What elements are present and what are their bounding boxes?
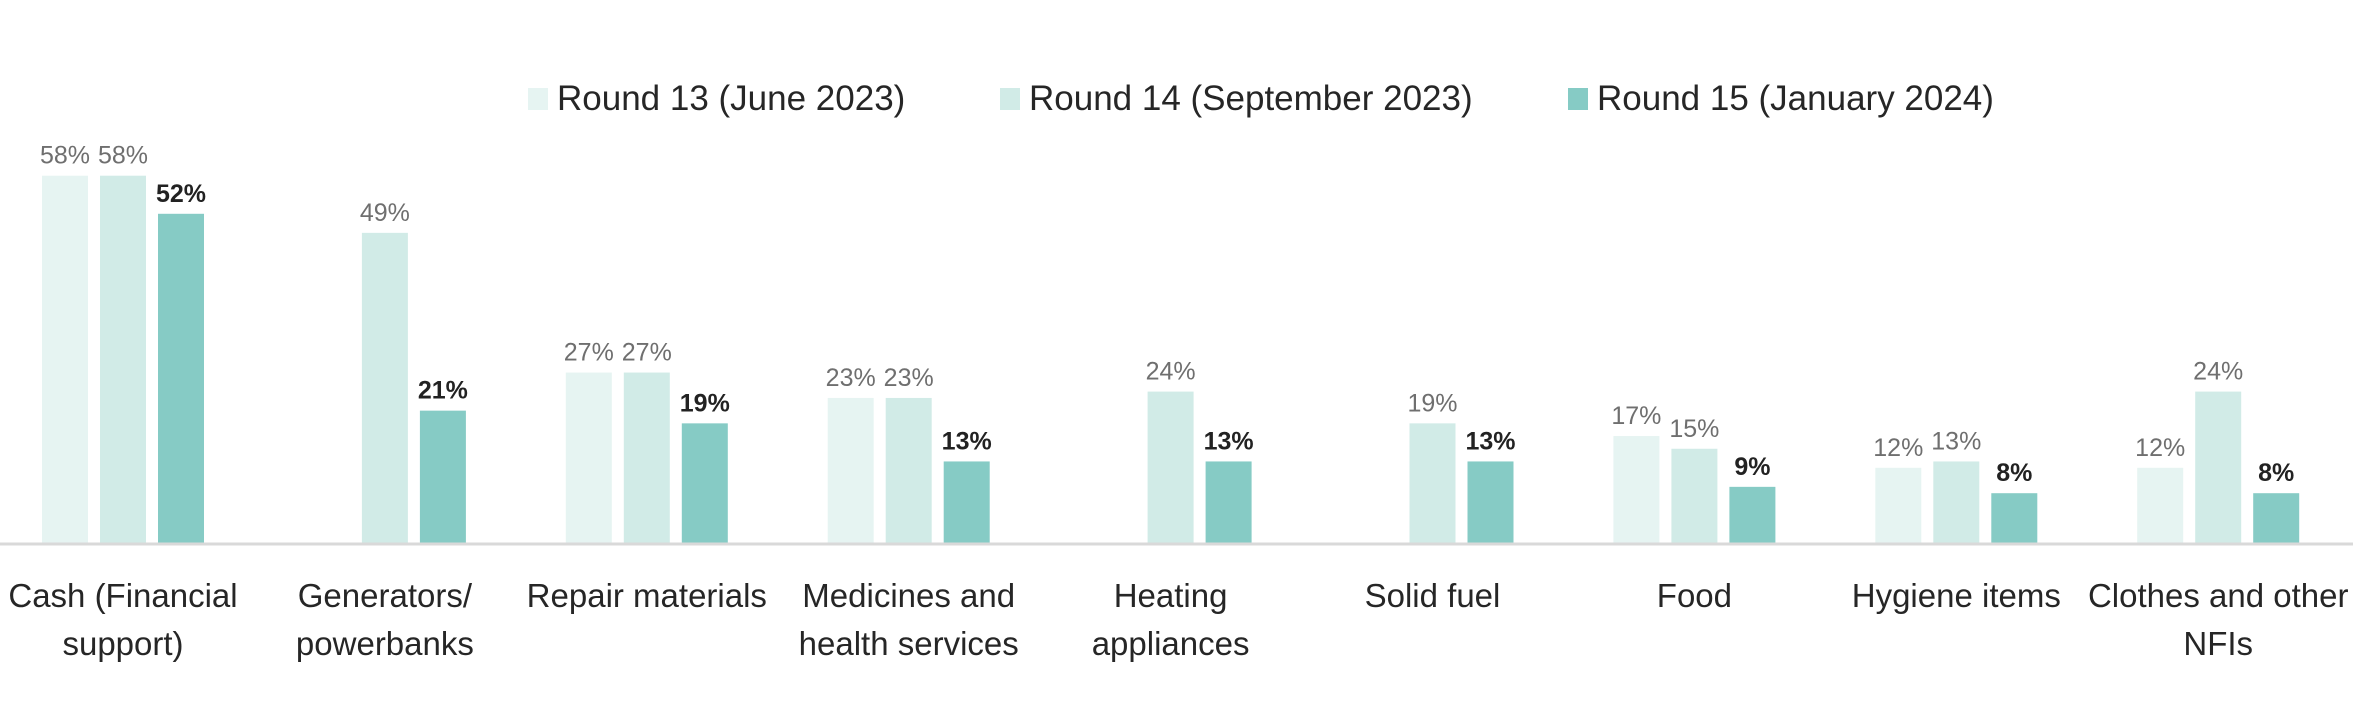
data-label-series2-cat2: 49% [360, 199, 410, 227]
data-label-series3-cat5: 13% [1204, 427, 1254, 455]
bar-series2-cat3 [623, 372, 670, 544]
data-label-series2-cat4: 23% [884, 364, 934, 392]
bar-series1-cat8 [1875, 467, 1922, 544]
category-label-7-line1: Food [1657, 577, 1732, 614]
category-label-2-line1: Generators/ [298, 577, 473, 614]
bar-series3-cat6 [1467, 461, 1514, 544]
category-label-9-line1: Clothes and other [2088, 577, 2349, 614]
data-label-series1-cat8: 12% [1873, 434, 1923, 462]
bar-series2-cat7 [1671, 448, 1718, 544]
legend-label-2: Round 14 (September 2023) [1029, 79, 1473, 118]
bar-series3-cat5 [1205, 461, 1252, 544]
data-label-series1-cat1: 58% [40, 142, 90, 170]
bar-series2-cat9 [2195, 391, 2242, 544]
data-label-series2-cat5: 24% [1146, 358, 1196, 386]
data-label-series2-cat6: 19% [1407, 389, 1457, 417]
data-label-series3-cat6: 13% [1465, 427, 1515, 455]
data-label-series3-cat8: 8% [1996, 459, 2032, 487]
data-labels-group: 58% 58% 52% 49% 21% 27% 27% 19% 23% 23% 13% 24% 13% 1… [40, 142, 2294, 488]
legend-label-3: Round 15 (January 2024) [1597, 79, 1994, 118]
category-label-2-line2: powerbanks [296, 625, 474, 662]
bar-series2-cat4 [885, 397, 932, 544]
bar-series3-cat3 [681, 423, 728, 544]
bar-series1-cat1 [42, 175, 88, 544]
bar-series3-cat2 [419, 410, 466, 544]
legend-swatch-1 [528, 88, 548, 110]
category-label-1-line2: support) [62, 625, 183, 662]
data-label-series2-cat7: 15% [1669, 415, 1719, 443]
bar-series1-cat9 [2137, 467, 2184, 544]
data-label-series3-cat4: 13% [942, 427, 992, 455]
data-label-series2-cat3: 27% [622, 339, 672, 367]
data-label-series1-cat4: 23% [826, 364, 876, 392]
data-label-series1-cat7: 17% [1611, 402, 1661, 430]
bar-series3-cat7 [1729, 486, 1776, 544]
data-label-series1-cat9: 12% [2135, 434, 2185, 462]
legend-swatch-3 [1568, 88, 1588, 110]
legend-swatch-2 [1000, 88, 1020, 110]
category-label-6-line1: Solid fuel [1365, 577, 1501, 614]
category-label-8-line1: Hygiene items [1852, 577, 2061, 614]
data-label-series3-cat1: 52% [156, 180, 206, 208]
category-labels-group: Cash (Financial support) Generators/powerb… [8, 577, 2348, 662]
legend-label-1: Round 13 (June 2023) [557, 79, 905, 118]
bar-series3-cat9 [2253, 493, 2300, 544]
data-label-series3-cat2: 21% [418, 377, 468, 405]
bar-series2-cat8 [1933, 461, 1980, 544]
bar-series1-cat3 [565, 372, 612, 544]
bar-series3-cat4 [943, 461, 990, 544]
data-label-series2-cat1: 58% [98, 142, 148, 170]
bar-series1-cat4 [827, 397, 874, 544]
data-label-series3-cat3: 19% [680, 389, 730, 417]
bar-series3-cat1 [158, 213, 204, 545]
category-label-4-line1: Medicines and [802, 577, 1015, 614]
bar-series2-cat6 [1409, 423, 1456, 544]
bar-series1-cat7 [1613, 436, 1660, 544]
data-label-series3-cat9: 8% [2258, 459, 2294, 487]
category-label-3-line1: Repair materials [527, 577, 767, 614]
bar-series3-cat8 [1991, 493, 2038, 544]
category-label-1-line1: Cash (Financial [8, 577, 237, 614]
category-label-5-line1: Heating [1114, 577, 1228, 614]
data-label-series2-cat8: 13% [1931, 427, 1981, 455]
bar-series-group [42, 175, 2300, 545]
bar-series2-cat2 [361, 232, 408, 544]
bar-series2-cat1 [100, 175, 146, 544]
bar-series2-cat5 [1147, 391, 1194, 544]
data-label-series2-cat9: 24% [2193, 358, 2243, 386]
data-label-series1-cat3: 27% [564, 339, 614, 367]
chart-legend: Round 13 (June 2023) Round 14 (September … [528, 79, 1994, 118]
category-label-4-line2: health services [799, 625, 1019, 662]
category-label-5-line2: appliances [1092, 625, 1250, 662]
category-label-9-line2: NFIs [2183, 625, 2253, 662]
data-label-series3-cat7: 9% [1734, 453, 1770, 481]
